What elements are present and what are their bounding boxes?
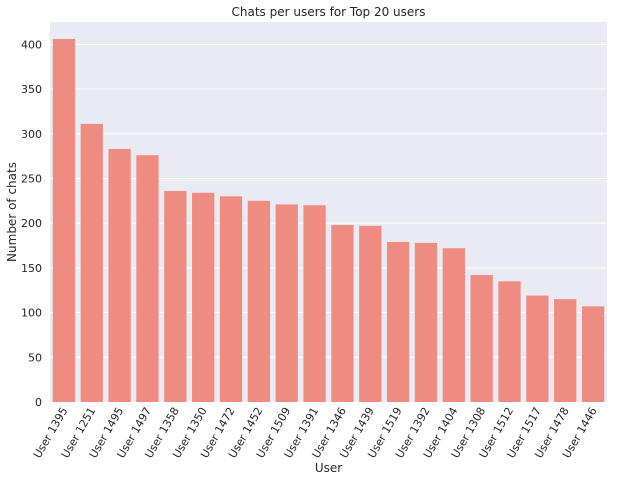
bar	[414, 242, 438, 402]
bar	[136, 155, 159, 402]
bar	[554, 299, 577, 402]
bar	[108, 148, 131, 402]
plot-background	[50, 22, 607, 402]
bar	[219, 196, 243, 402]
bar	[470, 275, 493, 402]
y-tick-label: 400	[21, 38, 42, 51]
bar	[581, 306, 605, 402]
y-tick-label: 50	[28, 351, 42, 364]
bar	[164, 190, 187, 402]
chart-title: Chats per users for Top 20 users	[232, 5, 426, 19]
bar	[359, 225, 382, 402]
y-tick-label: 0	[35, 396, 42, 409]
bar	[247, 200, 271, 402]
bar	[442, 248, 465, 402]
y-tick-label: 200	[21, 217, 42, 230]
y-axis-label: Number of chats	[5, 162, 19, 262]
y-tick-label: 100	[21, 307, 42, 320]
bar	[303, 205, 326, 402]
bars	[52, 38, 605, 403]
x-axis-label: User	[315, 461, 342, 475]
bar	[526, 295, 549, 402]
bar	[331, 224, 354, 402]
y-tick-label: 150	[21, 262, 42, 275]
bar	[192, 192, 215, 402]
bar	[80, 123, 103, 402]
bar	[386, 241, 410, 402]
y-tick-label: 300	[21, 128, 42, 141]
y-tick-label: 250	[21, 172, 42, 185]
bar	[52, 38, 76, 403]
y-tick-labels: 0 50 100 150 200 250 300 350 400	[21, 38, 42, 409]
bar	[498, 281, 521, 402]
bar	[275, 204, 298, 402]
y-tick-label: 350	[21, 83, 42, 96]
